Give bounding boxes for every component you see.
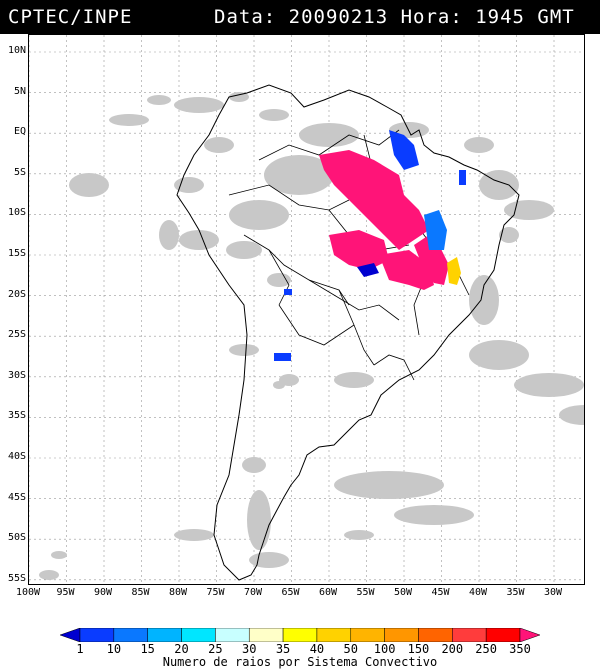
legend-swatch xyxy=(113,628,148,642)
legend-value: 1 xyxy=(76,642,84,656)
legend-swatch xyxy=(79,628,115,642)
latitude-label: 45S xyxy=(7,491,26,503)
legend-swatch xyxy=(147,628,182,642)
coastline xyxy=(176,84,520,581)
legend-value: 35 xyxy=(275,642,291,656)
organization-label: CPTEC/INPE xyxy=(8,6,133,28)
legend-swatch xyxy=(384,628,419,642)
legend-value: 20 xyxy=(174,642,189,656)
legend-swatch xyxy=(215,628,250,642)
latitude-label: 10S xyxy=(7,207,26,219)
legend-swatch xyxy=(248,628,284,642)
longitude-label: 90W xyxy=(93,587,113,598)
title-bar: CPTEC/INPE Data: 20090213 Hora: 1945 GMT xyxy=(0,0,600,34)
map-frame xyxy=(28,34,600,585)
longitude-label: 60W xyxy=(318,587,338,598)
storm-cluster-blue-south xyxy=(357,263,379,277)
cloud-cover xyxy=(39,92,600,580)
longitude-label: 80W xyxy=(168,587,188,598)
legend-value: 25 xyxy=(208,642,223,656)
longitude-label: 50W xyxy=(393,587,413,598)
legend-colorbar xyxy=(60,628,540,642)
legend-value: 200 xyxy=(441,642,464,656)
convective-systems xyxy=(274,130,466,361)
legend-arrow-high xyxy=(519,628,540,642)
storm-cluster-blue-small xyxy=(459,170,466,185)
legend-swatch xyxy=(282,628,318,642)
storm-cluster-blue-interior xyxy=(284,289,292,295)
storm-cluster-blue-east xyxy=(424,210,447,250)
legend-swatch xyxy=(350,628,385,642)
legend-value: 50 xyxy=(343,642,358,656)
legend-swatch xyxy=(316,628,352,642)
legend-value: 250 xyxy=(475,642,497,656)
latitude-label: 10N xyxy=(7,45,26,56)
longitude-label: 40W xyxy=(468,587,488,598)
storm-cluster-magenta-west xyxy=(329,230,389,270)
longitude-label: 100W xyxy=(15,587,41,598)
legend-swatch xyxy=(418,628,453,642)
legend-value: 350 xyxy=(509,642,531,656)
storm-cluster-magenta-north xyxy=(319,150,429,250)
latitude-label: 5N xyxy=(13,85,26,97)
latitude-label: 20S xyxy=(7,288,26,300)
longitude-label: 70W xyxy=(243,587,263,598)
longitude-label: 85W xyxy=(131,587,150,598)
legend-value: 150 xyxy=(407,642,430,656)
latitude-label: EQ xyxy=(13,126,26,138)
latitude-label: 50S xyxy=(7,532,26,544)
latitude-label: 55S xyxy=(7,572,26,584)
storm-cluster-yellow xyxy=(447,257,461,285)
longitude-label: 35W xyxy=(506,587,525,598)
longitude-label: 95W xyxy=(56,587,75,598)
graticule xyxy=(28,35,584,584)
latitude-label: 5S xyxy=(13,166,26,178)
longitude-label: 65W xyxy=(281,587,300,598)
longitude-label: 55W xyxy=(356,587,375,598)
longitude-label: 45W xyxy=(431,587,450,598)
legend-value: 100 xyxy=(373,642,396,656)
legend-value: 30 xyxy=(241,642,257,656)
latitude-label: 40S xyxy=(7,451,26,462)
legend-title: Numero de raios por Sistema Convectivo xyxy=(162,655,438,669)
longitude-label: 75W xyxy=(206,587,225,598)
legend-value: 40 xyxy=(309,642,325,656)
latitude-label: 30S xyxy=(7,369,26,381)
legend-value: 10 xyxy=(106,642,122,656)
legend-value: 15 xyxy=(140,642,155,656)
latitude-label: 25S xyxy=(7,329,26,341)
longitude-label: 30W xyxy=(543,587,563,598)
legend-arrow-low xyxy=(60,628,81,642)
storm-cluster-blue-argentina xyxy=(274,353,291,361)
legend-swatch xyxy=(452,628,487,642)
legend-swatch xyxy=(181,628,216,642)
datetime-label: Data: 20090213 Hora: 1945 GMT xyxy=(214,6,575,28)
map-canvas xyxy=(28,35,600,584)
storm-cluster-blue-northeast xyxy=(389,130,419,170)
latitude-label: 35S xyxy=(7,410,26,422)
latitude-label: 15S xyxy=(7,248,26,259)
legend-swatch xyxy=(485,628,521,642)
